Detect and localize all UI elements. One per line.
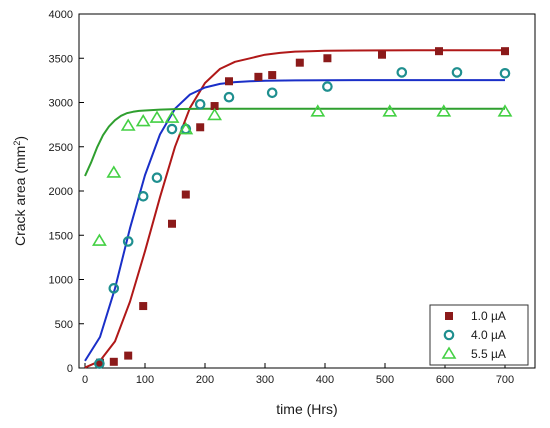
- data-point-triangle: [149, 110, 165, 123]
- data-point-square: [139, 302, 148, 311]
- y-axis-title: Crack area (mm2): [12, 136, 28, 246]
- data-point-triangle: [106, 165, 122, 178]
- data-point-square: [323, 54, 332, 63]
- data-point-circle: [322, 81, 333, 92]
- data-point-square: [254, 72, 263, 81]
- fit-curve-2: [84, 79, 505, 362]
- data-point-circle: [451, 67, 463, 78]
- data-point-square: [109, 357, 118, 366]
- y-tick-label: 3500: [49, 53, 73, 65]
- x-axis-title: time (Hrs): [276, 401, 337, 417]
- y-tick-label: 3000: [49, 98, 73, 110]
- x-tick-label: 400: [316, 374, 334, 386]
- x-tick-label: 0: [82, 374, 88, 386]
- x-axis: 0 100 200 300 400 500 600 700: [82, 363, 514, 386]
- x-tick-label: 100: [136, 374, 154, 386]
- y-axis-title-close: ): [12, 136, 28, 141]
- legend-marker-4-circle: [443, 329, 455, 341]
- fit-curve-1: [84, 49, 505, 369]
- x-tick-label: 700: [496, 374, 514, 386]
- data-point-square: [378, 50, 386, 59]
- legend-label-5: 5.5 µA: [471, 347, 506, 361]
- y-tick-label: 1000: [49, 275, 73, 287]
- data-point-circle: [499, 67, 511, 79]
- data-point-circle: [194, 98, 206, 110]
- x-tick-label: 500: [376, 374, 394, 386]
- y-tick-label: 500: [55, 319, 73, 331]
- data-point-triangle: [91, 233, 107, 246]
- fit-curve-3: [84, 107, 505, 177]
- data-point-circle: [166, 123, 178, 135]
- data-point-circle: [122, 236, 134, 247]
- data-point-circle: [94, 358, 105, 369]
- y-tick-label: 2000: [49, 186, 73, 198]
- data-point-triangle: [207, 107, 223, 121]
- data-point-square: [501, 47, 509, 56]
- x-tick-label: 600: [436, 374, 454, 386]
- data-point-square: [268, 71, 277, 80]
- data-point-square: [435, 47, 443, 56]
- data-point-square: [196, 123, 205, 132]
- y-tick-label: 0: [67, 363, 73, 375]
- y-tick-label: 2500: [49, 142, 73, 154]
- legend-label-4: 4.0 µA: [471, 328, 506, 342]
- y-axis-title-superscript: 2: [12, 141, 22, 146]
- x-tick-label: 300: [256, 374, 274, 386]
- data-point-square: [168, 219, 176, 228]
- y-axis: 0 500 1000 1500 2000 2500 3000 3500 4000: [49, 9, 84, 375]
- data-point-triangle: [120, 118, 136, 131]
- data-point-circle: [137, 191, 149, 202]
- data-points: [91, 47, 513, 369]
- data-point-square: [295, 58, 304, 67]
- y-tick-label: 1500: [49, 230, 73, 242]
- data-point-square: [124, 351, 133, 360]
- data-point-square: [225, 77, 233, 86]
- data-point-triangle: [135, 114, 151, 127]
- data-point-circle: [108, 283, 120, 294]
- data-point-triangle: [164, 110, 180, 123]
- data-point-triangle: [310, 104, 326, 117]
- x-tick-label: 200: [196, 374, 214, 386]
- fit-curves: [84, 49, 505, 369]
- data-point-triangle: [178, 121, 194, 135]
- data-point-square: [210, 102, 219, 111]
- data-point-circle: [151, 172, 163, 184]
- legend: 1.0 µA 4.0 µA 5.5 µA: [429, 304, 529, 366]
- data-point-square: [96, 358, 104, 367]
- y-axis-title-main: Crack area (mm: [12, 146, 28, 246]
- data-point-square: [181, 190, 190, 199]
- legend-marker-1-square: [445, 312, 453, 320]
- data-point-circle: [266, 87, 278, 99]
- data-point-triangle: [382, 104, 398, 117]
- legend-marker-5-triangle: [441, 346, 457, 359]
- y-tick-label: 4000: [49, 9, 73, 21]
- data-point-triangle: [436, 104, 452, 117]
- data-point-triangle: [497, 104, 513, 117]
- data-point-circle: [223, 91, 235, 103]
- legend-label-1: 1.0 µA: [471, 309, 506, 323]
- data-point-circle: [396, 67, 408, 78]
